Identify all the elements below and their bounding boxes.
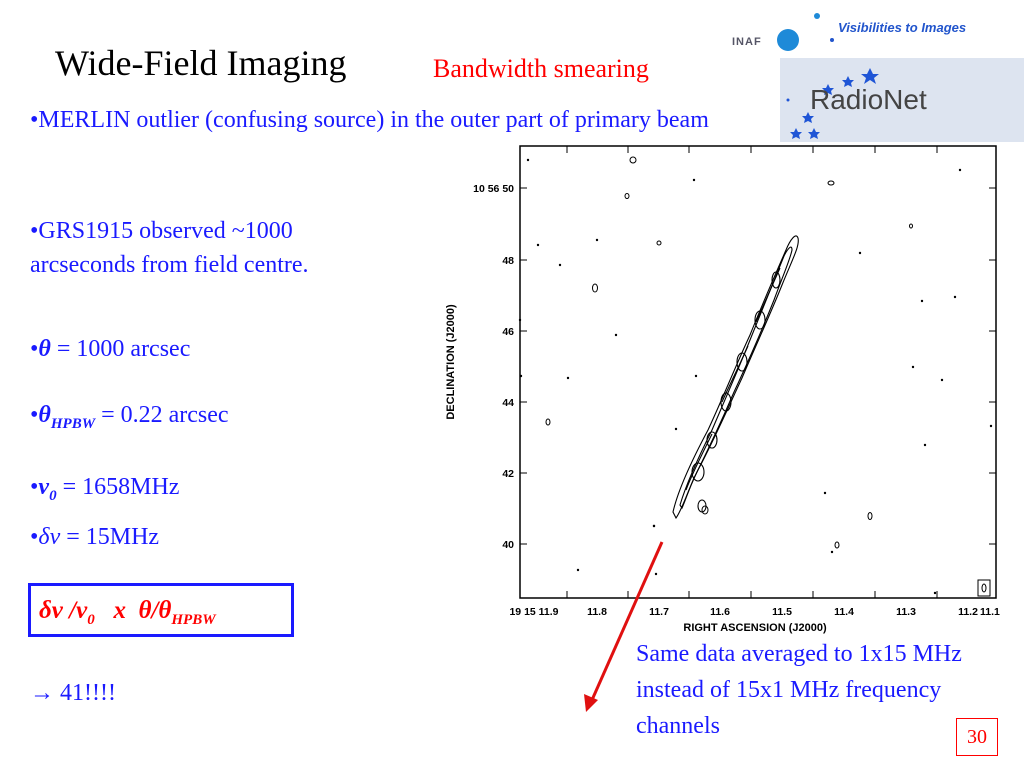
formula-sub-a: 0 xyxy=(87,612,95,628)
ytick-label: 46 xyxy=(502,326,514,338)
xtick-first: 19 15 11.9 xyxy=(509,606,558,618)
logo-tagline: Visibilities to Images xyxy=(838,20,967,35)
radionet-logo-graphic xyxy=(777,13,1024,142)
xtick-label: 11.1 xyxy=(980,606,1000,618)
formula-box: δν /ν0 x θ/θHPBW xyxy=(28,583,294,637)
theta-value: = 1000 arcsec xyxy=(50,336,191,362)
ytick-label: 40 xyxy=(502,539,514,551)
nu0-value: = 1658MHz xyxy=(56,474,180,500)
noise-dots xyxy=(518,158,993,595)
hpbw-value: = 0.22 arcsec xyxy=(95,402,229,428)
nu0-symbol: ν xyxy=(38,474,50,500)
xtick-label: 11.2 xyxy=(958,606,978,618)
bullet-nu0: •ν0 = 1658MHz xyxy=(30,474,180,504)
bullet-grs1915: •GRS1915 observed ~1000 arcseconds from … xyxy=(30,218,309,278)
xtick-label: 11.3 xyxy=(896,606,916,618)
xtick-label: 11.8 xyxy=(587,606,607,618)
caption-text: Same data averaged to 1x15 MHz instead o… xyxy=(636,641,962,739)
hpbw-subscript: HPBW xyxy=(50,415,96,432)
formula-part-a: δν /ν xyxy=(39,597,88,624)
y-axis-label: DECLINATION (J2000) xyxy=(445,304,457,420)
dnu-value: = 15MHz xyxy=(60,524,160,550)
slide-title: Wide-Field Imaging xyxy=(55,43,347,83)
hpbw-symbol: θ xyxy=(38,402,51,428)
result-text: → 41!!!! xyxy=(30,680,116,706)
logo-area xyxy=(720,0,1024,142)
radionet-logo-text: RadioNet xyxy=(810,84,927,115)
ytick-label: 44 xyxy=(502,397,514,409)
bullet-merlin: •MERLIN outlier (confusing source) in th… xyxy=(30,107,709,133)
noise-contours xyxy=(545,156,991,597)
xtick-label: 11.5 xyxy=(772,606,792,618)
xtick-label: 11.4 xyxy=(834,606,854,618)
plot-ticks xyxy=(520,146,996,598)
page-number: 30 xyxy=(956,718,998,756)
formula-sub-b: HPBW xyxy=(171,612,216,628)
bullet-theta: •θ = 1000 arcsec xyxy=(30,336,191,362)
slide-subtitle: Bandwidth smearing xyxy=(433,54,649,83)
plot-frame xyxy=(519,145,997,599)
xtick-label: 11.7 xyxy=(649,606,669,618)
source-contours xyxy=(672,235,799,520)
ytick-label: 42 xyxy=(502,468,514,480)
dnu-symbol: δν xyxy=(38,524,61,550)
ytick-label: 48 xyxy=(502,255,514,267)
x-axis-label: RIGHT ASCENSION (J2000) xyxy=(683,622,827,634)
formula-part-b: x θ/θ xyxy=(94,597,172,624)
nu0-subscript: 0 xyxy=(49,487,57,504)
inaf-logo-text: INAF xyxy=(732,36,762,48)
contour-plot: 10 56 50 48 46 44 42 40 19 15 11.9 11.8 … xyxy=(445,145,1000,634)
bullet-dnu: •δν = 15MHz xyxy=(30,524,160,550)
bullet-hpbw: •θHPBW = 0.22 arcsec xyxy=(30,402,229,432)
xtick-label: 11.6 xyxy=(710,606,730,618)
theta-symbol: θ xyxy=(38,336,51,362)
ytick-top: 10 56 50 xyxy=(473,183,514,195)
